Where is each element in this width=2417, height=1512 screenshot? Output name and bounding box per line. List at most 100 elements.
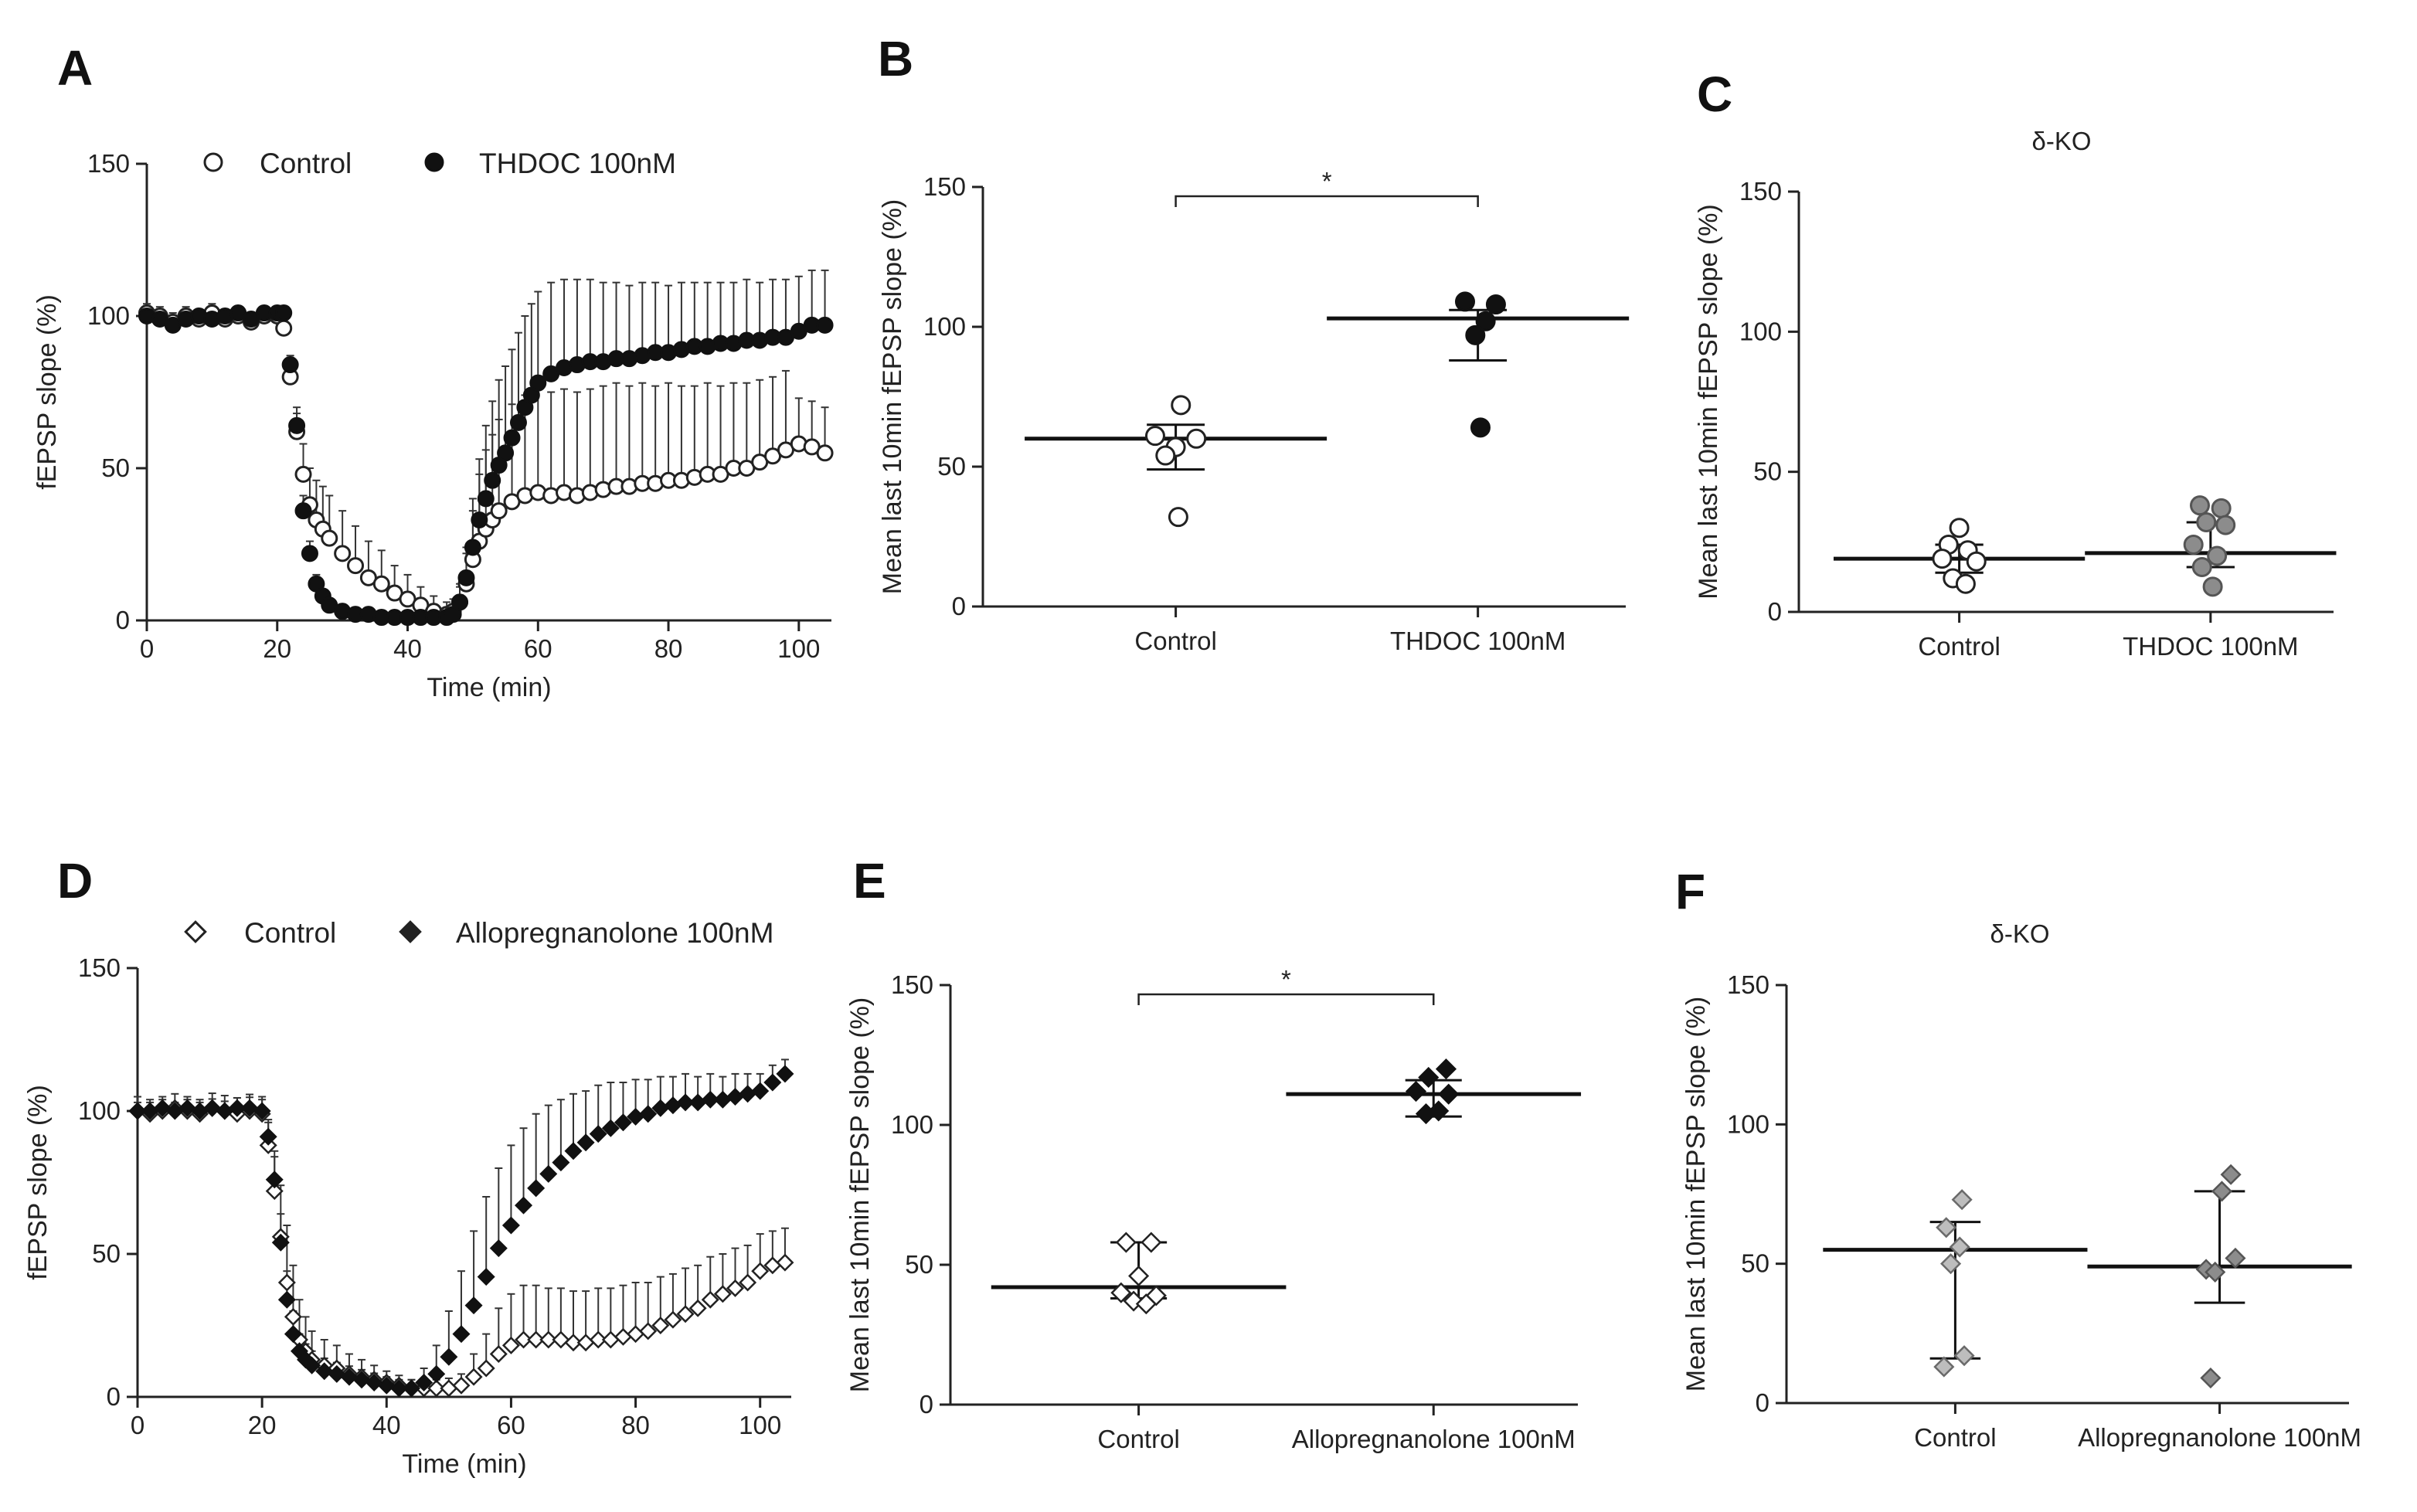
legend-filled-diamond-icon [399,920,422,943]
data-point [415,1373,433,1392]
data-point [1949,518,1970,539]
x-tick-label: 40 [372,1411,401,1439]
y-tick-label: 50 [905,1250,933,1279]
y-tick-label: 50 [1753,457,1782,486]
legend-label-thdoc: THDOC 100nM [479,148,676,179]
significance-star: * [1322,167,1332,195]
data-point [2191,556,2212,577]
data-point [539,1164,558,1183]
data-point [509,413,527,431]
y-tick-label: 0 [107,1382,121,1411]
data-point [2205,1261,2226,1283]
data-point [763,1256,782,1275]
panel-f-plot: 0 50 100 150 Mean last 10min fEPSP slope (%)… [1681,970,2361,1452]
y-tick-label: 0 [952,592,966,620]
data-point [451,593,469,611]
y-tick-label: 0 [920,1390,933,1419]
markers-allopregnanolone-100nm [128,1065,794,1398]
x-tick-label: 100 [739,1411,781,1439]
data-point [427,1364,446,1383]
data-point [203,1099,222,1117]
data-point [2200,1367,2222,1389]
data-point [1933,1356,1955,1378]
x-axis-title: Time (min) [402,1449,526,1479]
data-point [2190,495,2210,516]
data-point [2183,534,2204,555]
x-category-label: Allopregnanolone 100nM [2078,1423,2361,1452]
data-point [589,1125,607,1143]
panel-f-title: δ-KO [1990,919,2049,948]
data-point [763,1073,782,1092]
data-point [277,1273,296,1292]
y-axis-title: fEPSP slope (%) [23,1085,53,1280]
panel-label-f: F [1675,864,1705,919]
x-tick-label: 80 [654,634,683,663]
group-1 [1286,1058,1582,1125]
data-point [277,1290,296,1309]
data-point [1144,426,1165,447]
data-point [726,1279,744,1297]
legend-filled-circle-icon [424,152,444,172]
data-point [1418,1066,1440,1089]
data-point [334,545,352,562]
data-point [294,465,312,483]
data-point [539,1330,558,1349]
data-point [1966,551,1987,572]
data-point [265,1182,284,1201]
data-point [701,1090,719,1109]
data-point [1171,395,1192,416]
y-axis-title: Mean last 10min fEPSP slope (%) [1694,204,1723,600]
data-point [701,1290,719,1309]
data-point [347,557,365,575]
x-tick-label: 60 [524,634,552,663]
data-point [564,1334,583,1352]
data-point [294,502,312,520]
data-point [1932,549,1953,569]
data-point [664,1310,682,1329]
data-point [751,1082,770,1100]
data-point [275,319,293,337]
y-axis-title: Mean last 10min fEPSP slope (%) [878,199,907,595]
data-point [776,1065,794,1083]
y-tick-label: 100 [923,312,966,341]
data-point [627,1107,645,1126]
data-point [464,539,481,556]
x-tick-label: 60 [497,1411,525,1439]
data-point [1470,417,1491,438]
data-point [477,490,495,508]
x-axis-title: Time (min) [427,673,551,702]
data-point [2215,515,2236,535]
data-point [2196,511,2217,532]
data-point [501,1216,520,1235]
x-category-label: THDOC 100nM [2123,632,2298,661]
data-point [365,1373,383,1392]
legend-open-circle-icon [203,152,223,172]
data-point [1951,1189,1973,1211]
significance-bracket [1175,195,1479,207]
x-tick-label: 0 [131,1411,144,1439]
y-tick-label: 0 [1756,1388,1769,1417]
data-point [1438,1083,1460,1105]
data-point [281,356,299,374]
data-point [1168,507,1188,528]
data-point [271,1233,290,1252]
panel-label-b: B [878,31,913,87]
data-point [713,1090,732,1109]
data-point [627,1325,645,1344]
x-category-label: Control [1914,1423,1996,1452]
data-point [576,1133,595,1152]
data-point [240,1099,259,1117]
y-tick-label: 0 [116,606,130,634]
legend-label-allopregnanolone: Allopregnanolone 100nM [456,917,773,949]
data-point [484,471,501,489]
y-axis-title: Mean last 10min fEPSP slope (%) [845,997,875,1393]
data-point [340,1368,359,1386]
group-0 [1823,1189,2088,1378]
x-category-label: THDOC 100nM [1390,627,1565,655]
y-tick-label: 50 [101,454,130,482]
group-1 [2087,1164,2352,1389]
data-point [739,1273,757,1292]
data-point [265,1171,284,1189]
data-point [1435,1058,1457,1080]
